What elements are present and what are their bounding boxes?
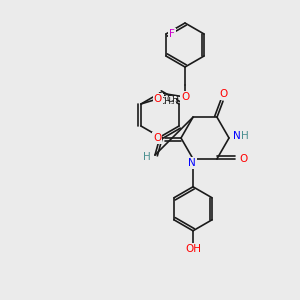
Text: O: O xyxy=(154,94,162,104)
Text: CH₃: CH₃ xyxy=(159,97,175,106)
Text: N: N xyxy=(233,131,241,141)
Text: 3: 3 xyxy=(175,98,179,104)
Text: O: O xyxy=(153,133,161,143)
Text: O: O xyxy=(155,95,163,105)
Text: F: F xyxy=(169,29,175,39)
Text: OH: OH xyxy=(185,244,201,254)
Text: O: O xyxy=(239,154,247,164)
Text: H: H xyxy=(241,131,249,141)
Text: O: O xyxy=(181,92,189,102)
Text: H: H xyxy=(143,152,151,162)
Text: CH: CH xyxy=(167,94,180,103)
Text: N: N xyxy=(188,158,196,168)
Text: O: O xyxy=(220,89,228,99)
